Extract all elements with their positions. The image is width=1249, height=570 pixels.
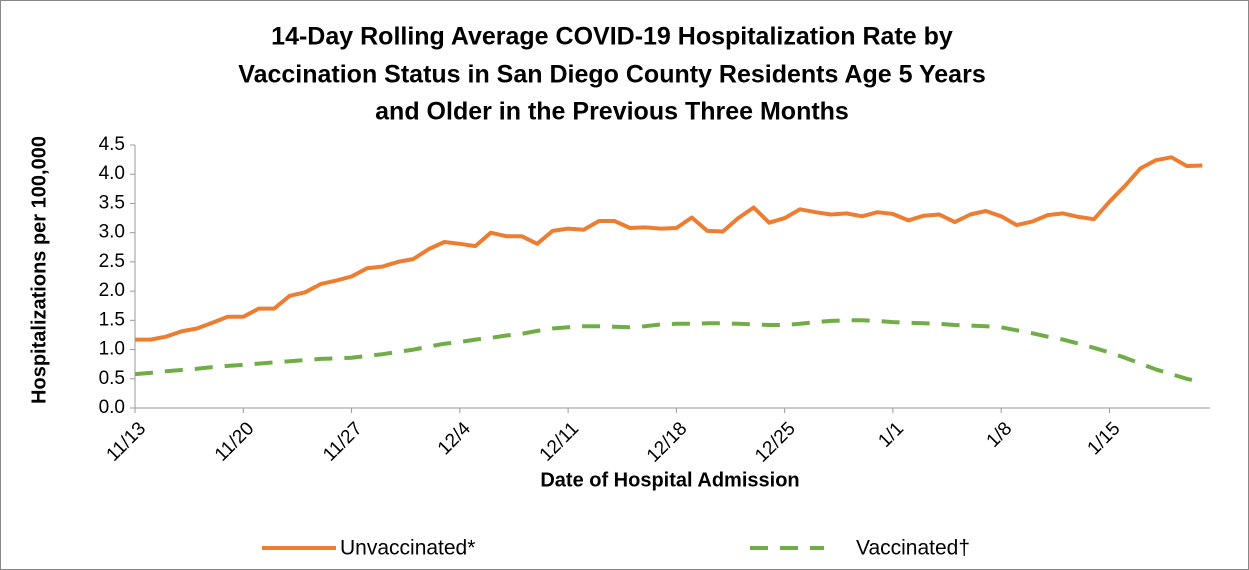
y-tick-label: 3.5 xyxy=(99,192,125,213)
chart-title: Vaccination Status in San Diego County R… xyxy=(238,61,985,89)
legend-label: Vaccinated† xyxy=(856,537,970,560)
series-line xyxy=(135,155,1203,342)
y-tick-label: 2.5 xyxy=(99,251,125,272)
y-tick-label: 4.0 xyxy=(99,163,125,184)
y-tick-label: 1.5 xyxy=(99,309,125,330)
y-tick-label: 1.0 xyxy=(99,339,125,360)
chart-title: 14-Day Rolling Average COVID-19 Hospital… xyxy=(271,23,953,51)
y-tick-label: 2.0 xyxy=(99,280,125,301)
legend-label: Unvaccinated* xyxy=(340,537,475,560)
x-axis-title: Date of Hospital Admission xyxy=(540,469,799,491)
y-axis-title: Hospitalizations per 100,000 xyxy=(28,136,50,404)
y-tick-label: 0.0 xyxy=(99,397,125,418)
y-tick-label: 0.5 xyxy=(99,368,125,389)
y-tick-label: 4.5 xyxy=(99,134,125,155)
y-tick-label: 3.0 xyxy=(99,222,125,243)
chart-title: and Older in the Previous Three Months xyxy=(375,98,849,126)
